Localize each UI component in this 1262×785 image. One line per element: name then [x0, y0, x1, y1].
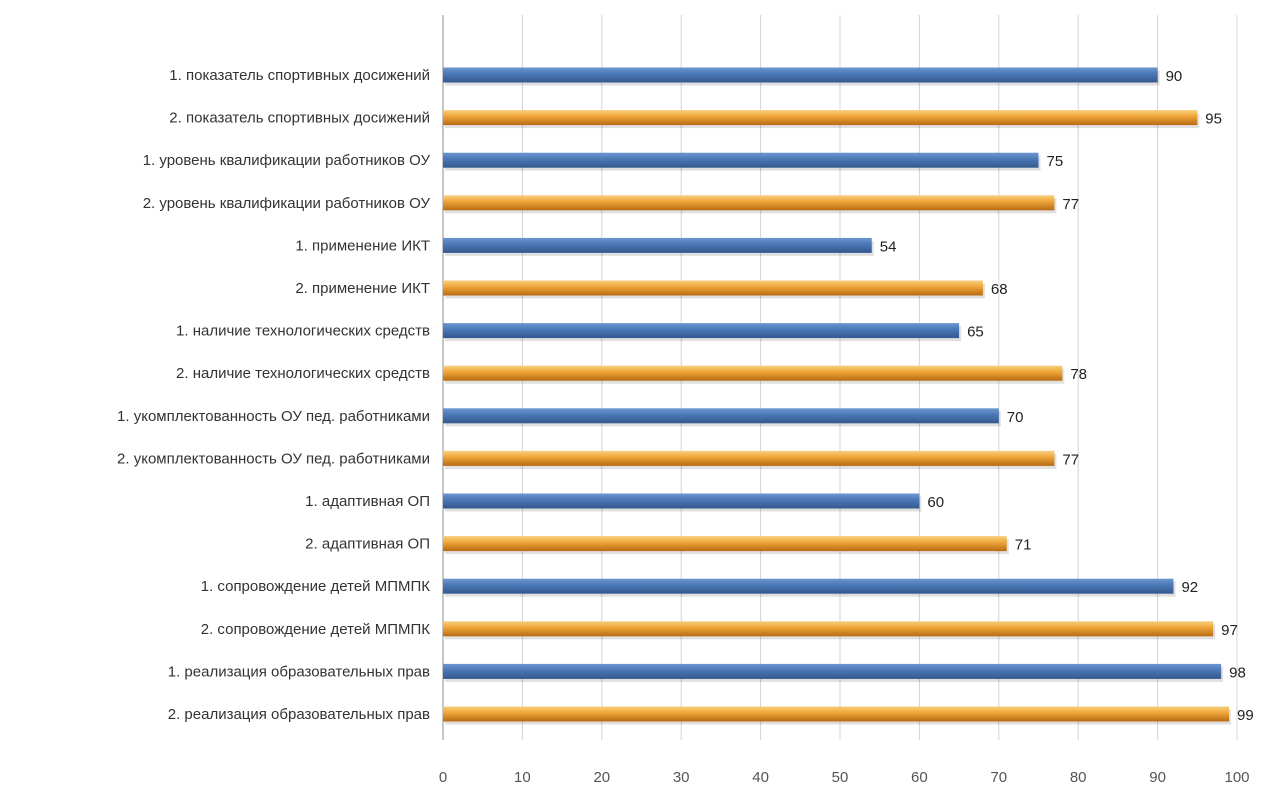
category-label: 1. применение ИКТ [295, 237, 430, 254]
value-label: 54 [880, 238, 897, 255]
bar-series-2 [443, 195, 1055, 211]
category-label: 2. адаптивная ОП [305, 536, 430, 553]
bars [443, 67, 1232, 725]
x-tick-label: 30 [673, 769, 690, 785]
bar-series-2 [443, 365, 1063, 381]
value-label: 90 [1166, 68, 1183, 85]
value-label: 68 [991, 281, 1008, 298]
x-tick-label: 40 [752, 769, 769, 785]
category-labels: 1. показатель спортивных досижений 2. пок… [117, 67, 430, 723]
category-label: 2. реализация образовательных прав [168, 706, 430, 723]
x-tick-label: 60 [911, 769, 928, 785]
value-label: 95 [1205, 111, 1222, 128]
bar-series-2 [443, 621, 1214, 637]
value-label: 65 [967, 324, 984, 341]
x-tick-label: 100 [1224, 769, 1249, 785]
category-label: 2. наличие технологических средств [176, 365, 430, 382]
category-label: 1. укомплектованность ОУ пед. работникам… [117, 408, 430, 425]
category-label: 1. сопровождение детей МПМПК [201, 578, 431, 595]
category-label: 1. адаптивная ОП [305, 493, 430, 510]
bar-series-1 [443, 493, 920, 509]
value-label: 97 [1221, 622, 1238, 639]
bar-series-1 [443, 323, 960, 339]
x-tick-label: 10 [514, 769, 531, 785]
bar-series-1 [443, 408, 999, 424]
bar-series-1 [443, 237, 872, 253]
category-label: 2. сопровождение детей МПМПК [201, 621, 431, 638]
value-label: 99 [1237, 707, 1254, 724]
value-label: 77 [1062, 451, 1079, 468]
category-label: 1. уровень квалификации работников ОУ [143, 152, 431, 169]
x-tick-label: 0 [439, 769, 447, 785]
bar-series-2 [443, 280, 983, 296]
value-label: 71 [1015, 537, 1032, 554]
value-label: 92 [1181, 579, 1198, 596]
category-label: 1. реализация образовательных прав [168, 663, 430, 680]
x-tick-label: 80 [1070, 769, 1087, 785]
category-label: 2. укомплектованность ОУ пед. работникам… [117, 450, 430, 467]
x-tick-label: 20 [593, 769, 610, 785]
x-tick-label: 50 [832, 769, 849, 785]
bar-series-2 [443, 110, 1198, 126]
bar-series-2 [443, 706, 1230, 722]
value-label: 78 [1070, 366, 1087, 383]
x-axis-tick-labels: 0 10 20 30 40 50 60 70 80 90 100 [439, 769, 1250, 785]
category-label: 2. уровень квалификации работников ОУ [143, 195, 431, 212]
value-label: 60 [927, 494, 944, 511]
category-label: 2. применение ИКТ [295, 280, 430, 297]
value-label: 77 [1062, 196, 1079, 213]
bar-series-1 [443, 67, 1158, 83]
bar-series-1 [443, 578, 1174, 594]
bar-series-1 [443, 663, 1222, 679]
value-label: 75 [1047, 153, 1064, 170]
value-label: 98 [1229, 664, 1246, 681]
bar-series-2 [443, 450, 1055, 466]
category-label: 1. показатель спортивных досижений [169, 67, 430, 84]
x-tick-label: 70 [990, 769, 1007, 785]
bar-series-1 [443, 152, 1039, 168]
value-label: 70 [1007, 409, 1024, 426]
x-tick-label: 90 [1149, 769, 1166, 785]
bar-series-2 [443, 536, 1007, 552]
category-label: 2. показатель спортивных досижений [169, 110, 430, 127]
category-label: 1. наличие технологических средств [176, 323, 430, 340]
value-labels: 90 95 75 77 54 68 65 78 70 77 60 71 92 97 98 99 [880, 68, 1254, 724]
